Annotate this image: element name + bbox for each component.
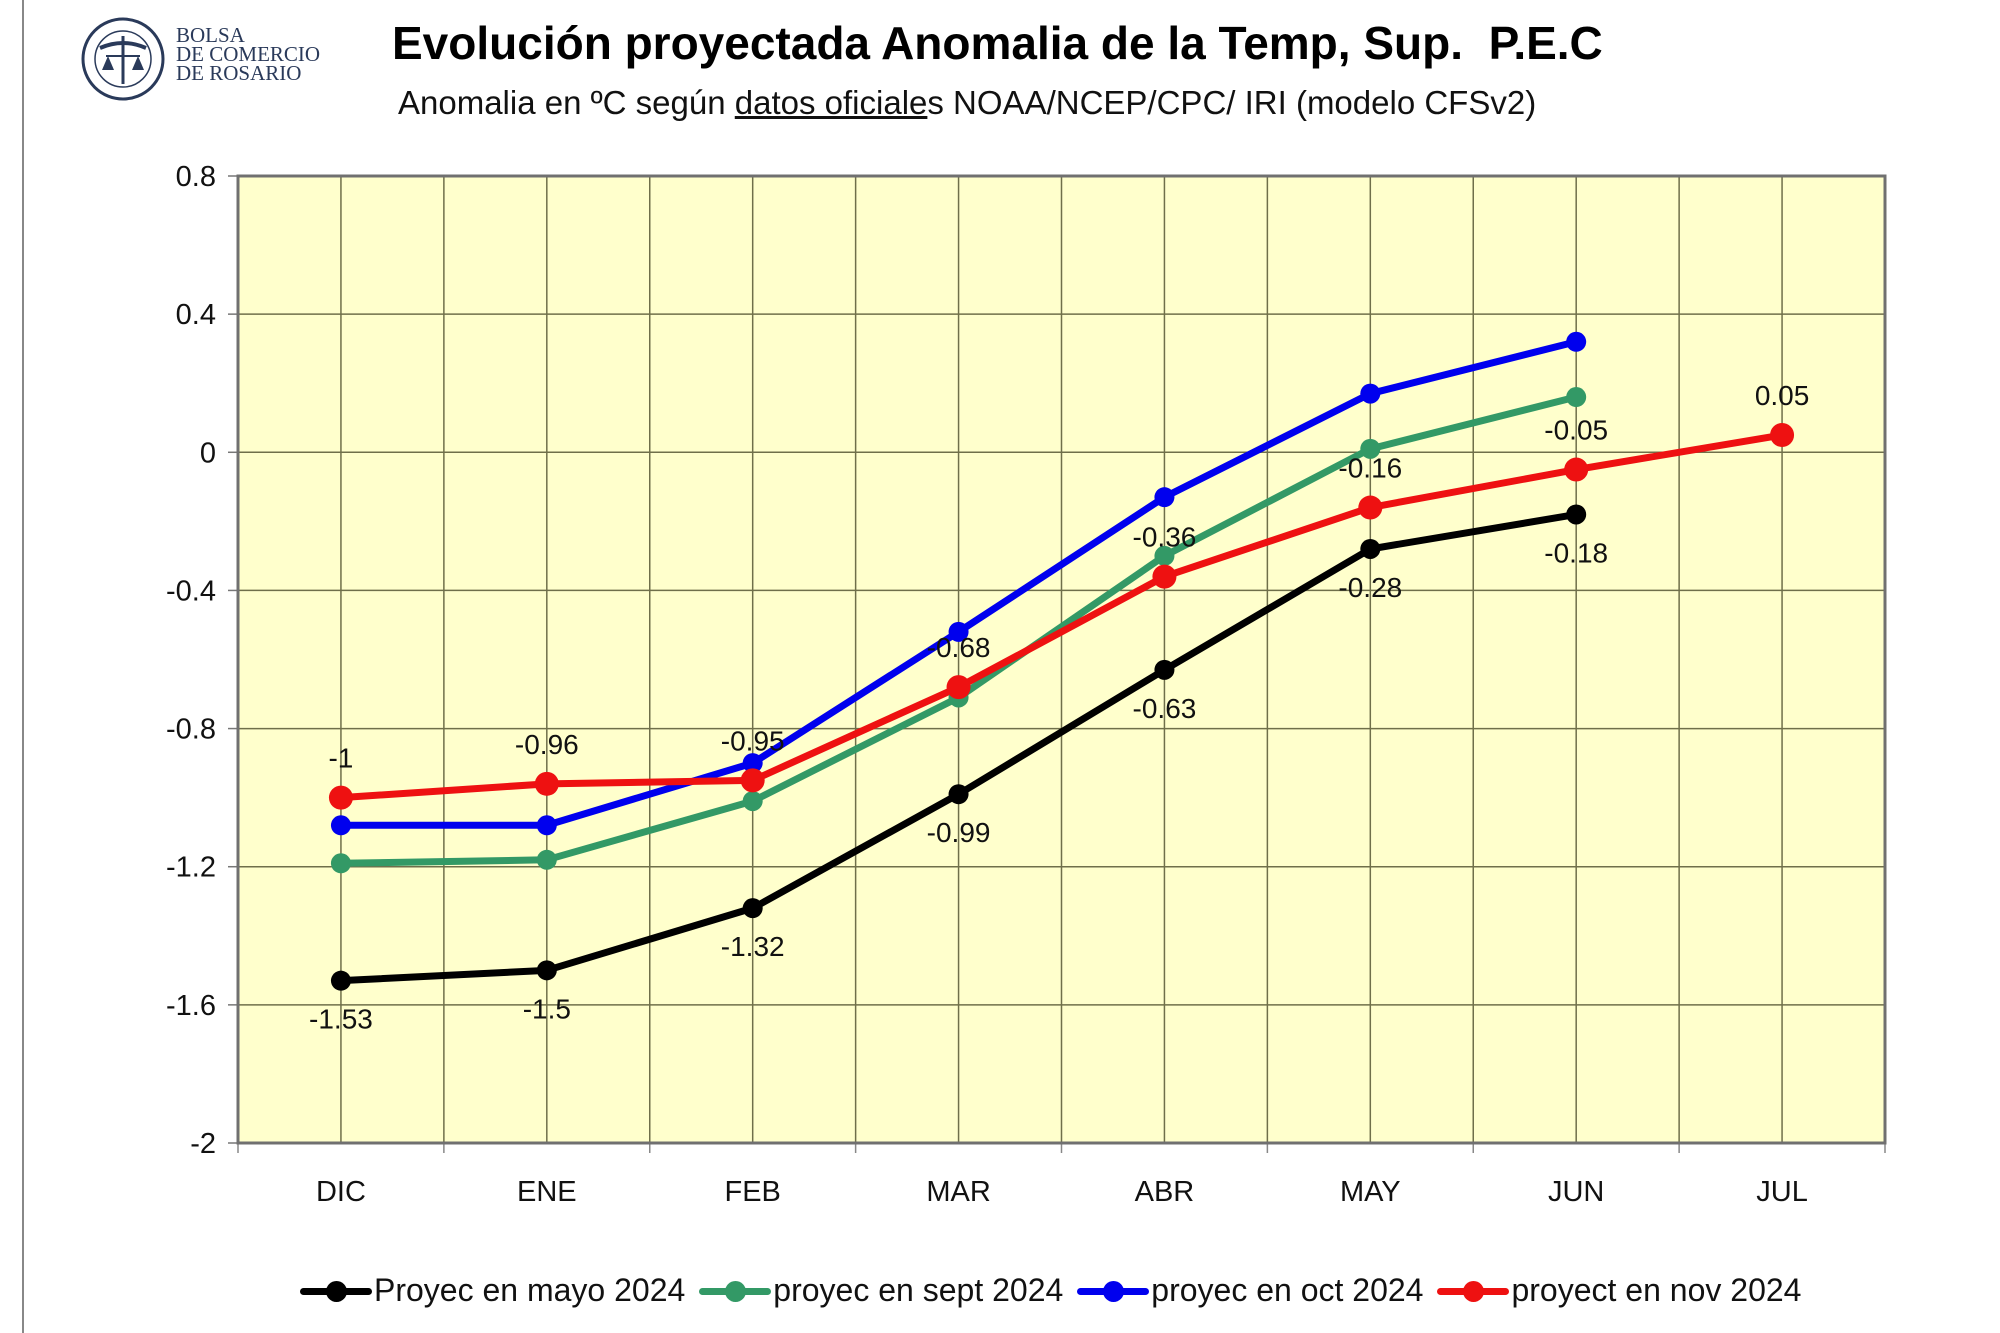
bolsa-logo: BOLSA DE COMERCIO DE ROSARIO [78,14,338,104]
data-point-s1-FEB [742,791,763,812]
subtitle-text: Anomalia en ºC según [398,84,735,121]
data-point-s2-MAY [1360,383,1381,404]
legend-swatch-icon [1437,1273,1510,1309]
legend-item: proyec en sept 2024 [699,1272,1063,1309]
data-point-s3-MAR [946,675,971,700]
page-border-line [22,0,24,1333]
data-label-s3-ENE: -0.96 [515,729,579,760]
legend-item: proyect en nov 2024 [1437,1272,1801,1309]
data-point-s2-FEB [742,753,763,774]
series-line-3 [340,431,1783,802]
y-tick-label: -0.8 [166,714,216,746]
data-label-s0-ABR: -0.63 [1133,693,1197,724]
logo-line-3: DE ROSARIO [176,61,302,85]
legend-label: proyect en nov 2024 [1511,1272,1802,1308]
x-tick-label: ABR [1135,1176,1195,1208]
data-point-s3-DIC [328,785,353,810]
data-label-s0-FEB: -1.32 [721,931,785,962]
x-tick-label: DIC [316,1176,366,1208]
data-label-s3-FEB: -0.95 [721,725,785,756]
data-point-s3-JUL [1770,423,1795,448]
y-tick-label: 0 [200,437,216,469]
data-label-s0-MAR: -0.99 [927,817,991,848]
data-point-s2-ENE [536,815,557,836]
x-tick-label: JUN [1548,1176,1604,1208]
chart-legend: Proyec en mayo 2024 proyec en sept 2024 pr… [300,1272,1860,1309]
data-point-s0-ABR [1154,659,1175,680]
data-label-s3-MAR: -0.68 [927,632,991,663]
logo-line-1: BOLSA [176,23,245,47]
data-point-s0-JUN [1566,504,1587,525]
data-point-s2-ABR [1154,487,1175,508]
chart-title: Evolución proyectada Anomalia de la Temp… [392,17,1603,69]
x-tick-label: FEB [724,1176,780,1208]
data-point-s3-JUN [1564,457,1589,482]
data-point-s2-DIC [330,815,351,836]
data-point-s2-JUN [1566,331,1587,352]
data-point-s0-FEB [742,898,763,919]
data-label-s0-ENE: -1.5 [523,993,571,1024]
legend-swatch-icon [699,1273,772,1309]
legend-label: proyec en oct 2024 [1151,1272,1424,1308]
data-point-s0-MAY [1360,538,1381,559]
x-tick-label: JUL [1756,1176,1808,1208]
subtitle-underlined-text: datos oficiale [734,84,928,121]
logo-wordmark: BOLSA DE COMERCIO DE ROSARIO [176,23,321,85]
data-label-s3-JUN: -0.05 [1544,415,1608,446]
data-point-s1-MAY [1360,438,1381,459]
data-point-s1-ENE [536,849,557,870]
seal-icon [81,17,165,101]
y-tick-label: -1.2 [166,852,216,884]
y-tick-label: -2 [190,1128,216,1160]
y-tick-label: -0.4 [166,575,216,607]
y-tick-label: -1.6 [166,990,216,1022]
data-label-s3-MAY: -0.16 [1338,453,1402,484]
data-label-s3-ABR: -0.36 [1133,522,1197,553]
x-tick-label: MAR [926,1176,990,1208]
legend-item: Proyec en mayo 2024 [300,1272,685,1309]
data-label-s0-JUN: -0.18 [1544,537,1608,568]
legend-item: proyec en oct 2024 [1077,1272,1423,1309]
subtitle-text-end: s NOAA/NCEP/CPC/ IRI (modelo CFSv2) [927,84,1537,121]
y-tick-label: 0.8 [176,161,216,193]
y-tick-label: 0.4 [176,299,216,331]
data-point-s3-ENE [534,771,559,796]
legend-swatch-icon [1077,1273,1150,1309]
data-label-s0-DIC: -1.53 [309,1004,373,1035]
data-label-s0-MAY: -0.28 [1338,572,1402,603]
data-point-s1-ABR [1154,545,1175,566]
data-point-s3-ABR [1152,564,1177,589]
chart-subtitle: Anomalia en ºC según datos oficiales NOA… [398,84,1536,122]
x-tick-label: MAY [1340,1176,1401,1208]
data-point-s0-MAR [948,784,969,805]
x-tick-label: ENE [517,1176,577,1208]
logo-line-2: DE COMERCIO [176,42,321,66]
data-point-s0-ENE [536,960,557,981]
legend-label: proyec en sept 2024 [773,1272,1064,1308]
data-point-s1-JUN [1566,387,1587,408]
data-point-s0-DIC [330,970,351,991]
data-label-s3-DIC: -1 [328,743,353,774]
data-point-s2-MAR [948,621,969,642]
data-point-s3-MAY [1358,495,1383,520]
legend-swatch-icon [300,1273,372,1309]
data-point-s3-FEB [740,768,765,793]
legend-label: Proyec en mayo 2024 [374,1272,686,1308]
plot-frame [236,174,1887,1145]
data-point-s1-DIC [330,853,351,874]
data-label-s3-JUL: 0.05 [1755,380,1810,411]
